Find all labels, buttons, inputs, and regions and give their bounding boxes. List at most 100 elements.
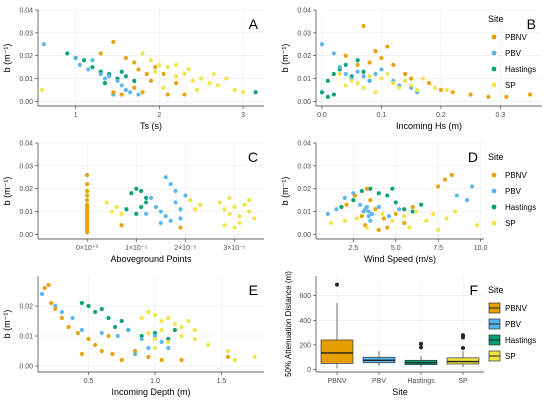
point-pbnv <box>368 198 373 203</box>
point-pbnv <box>153 65 158 70</box>
point-sp <box>182 71 187 77</box>
x-tick-label: 0.0 <box>317 112 327 119</box>
x-axis-title: Incoming Hs (m) <box>396 121 462 131</box>
point-pbnv <box>226 354 231 360</box>
point-pbv <box>127 90 133 95</box>
point-pbnv <box>436 184 441 189</box>
y-tick-label: 0.01 <box>19 76 33 83</box>
point-hastings <box>172 327 178 333</box>
legend-entry: SP <box>505 219 516 228</box>
x-tick-label: 1.0 <box>150 378 160 385</box>
point-sp <box>415 87 420 93</box>
point-sp <box>146 309 151 315</box>
point-pbnv <box>182 92 187 97</box>
point-pbv <box>139 336 144 342</box>
x-tick-label: 1×10⁻⁵ <box>125 245 147 252</box>
point-sp <box>227 211 232 216</box>
panel-b: 0.00 0.01 0.02 0.03 0.04 0.0 0.1 0.2 0.3 B Incomin… <box>280 8 542 131</box>
y-axis-title: b (m⁻¹) <box>280 44 290 73</box>
point-sp <box>407 225 412 230</box>
point-pbnv <box>148 78 154 83</box>
legend-title: Site <box>488 14 504 24</box>
point-hastings <box>393 200 398 205</box>
y-tick-label: 600 <box>299 293 311 300</box>
point-sp <box>119 211 124 216</box>
point-pbnv <box>93 342 98 348</box>
point-sp <box>444 216 449 221</box>
y-tick-label: 0.03 <box>19 163 33 170</box>
panel-c: 0.00 0.01 0.02 0.03 0.04 0×10⁺⁰ 1×10⁻⁵ 2×10⁻⁵ 3×… <box>2 141 264 264</box>
point-pbnv <box>379 55 384 61</box>
y-tick-label: 0.04 <box>19 141 33 148</box>
point-pbv <box>163 175 168 180</box>
point-hastings <box>124 207 129 212</box>
x-tick-label: 0.3 <box>496 112 506 119</box>
point-pbnv <box>111 90 116 95</box>
point-pbnv <box>409 76 414 81</box>
y-tick-label: 0.00 <box>19 99 33 106</box>
point-sp <box>240 90 246 95</box>
point-pbv <box>397 207 402 212</box>
legend-entry: SP <box>505 81 516 90</box>
point-pbnv <box>85 216 90 221</box>
point-sp <box>354 216 359 221</box>
point-sp <box>475 223 480 228</box>
point-pbv <box>183 193 188 198</box>
y-axis-title: 50% Attenuation Distance (m) <box>284 271 293 377</box>
point-pbnv <box>59 315 65 321</box>
point-pbnv <box>119 357 124 363</box>
point-pbnv <box>174 81 179 86</box>
point-sp <box>403 78 408 83</box>
point-pbv <box>123 87 128 93</box>
y-tick-label: 0.04 <box>19 8 33 15</box>
y-tick-label: 0.00 <box>19 232 33 239</box>
point-pbnv <box>442 177 448 182</box>
x-tick-label: 0.5 <box>84 378 94 385</box>
point-pbnv <box>85 230 90 235</box>
point-sp <box>199 76 204 81</box>
point-pbv <box>334 207 339 212</box>
point-sp <box>166 315 171 321</box>
point-sp <box>114 204 119 210</box>
point-sp <box>373 90 378 95</box>
x-tick-label: PBNV <box>327 378 346 385</box>
point-hastings <box>376 191 381 196</box>
point-hastings <box>152 330 158 336</box>
point-pbv <box>99 330 104 336</box>
legend-key-pbnv <box>491 172 497 178</box>
point-pbnv <box>85 172 90 178</box>
point-pbv <box>386 214 392 219</box>
point-pbnv <box>393 211 398 216</box>
point-sp <box>432 85 438 90</box>
legend-entry: Hastings <box>505 203 536 212</box>
point-sp <box>252 354 257 360</box>
point-hastings <box>119 318 124 324</box>
point-sp <box>174 74 179 79</box>
point-sp <box>430 211 436 216</box>
point-sp <box>444 87 449 93</box>
point-sp <box>40 87 45 93</box>
point-pbv <box>325 211 330 216</box>
plot-background <box>316 10 542 106</box>
point-pbnv <box>165 92 170 97</box>
point-pbnv <box>426 81 432 86</box>
point-pbv <box>146 345 151 351</box>
y-tick-label: 0.01 <box>297 209 311 216</box>
point-hastings <box>81 58 87 63</box>
point-pbnv <box>486 94 491 99</box>
point-pbv <box>379 67 384 72</box>
point-pbnv <box>344 202 349 207</box>
point-pbv <box>366 214 371 219</box>
point-pbv <box>343 71 348 77</box>
x-axis-title: Aboveground Points <box>110 254 192 264</box>
point-sp <box>337 71 342 77</box>
point-hastings <box>93 309 98 315</box>
point-pbv <box>148 195 154 200</box>
point-hastings <box>139 333 144 339</box>
point-hastings <box>361 69 366 74</box>
point-sp <box>172 321 178 327</box>
x-tick-label: 0.1 <box>377 112 387 119</box>
point-hastings <box>134 211 139 216</box>
